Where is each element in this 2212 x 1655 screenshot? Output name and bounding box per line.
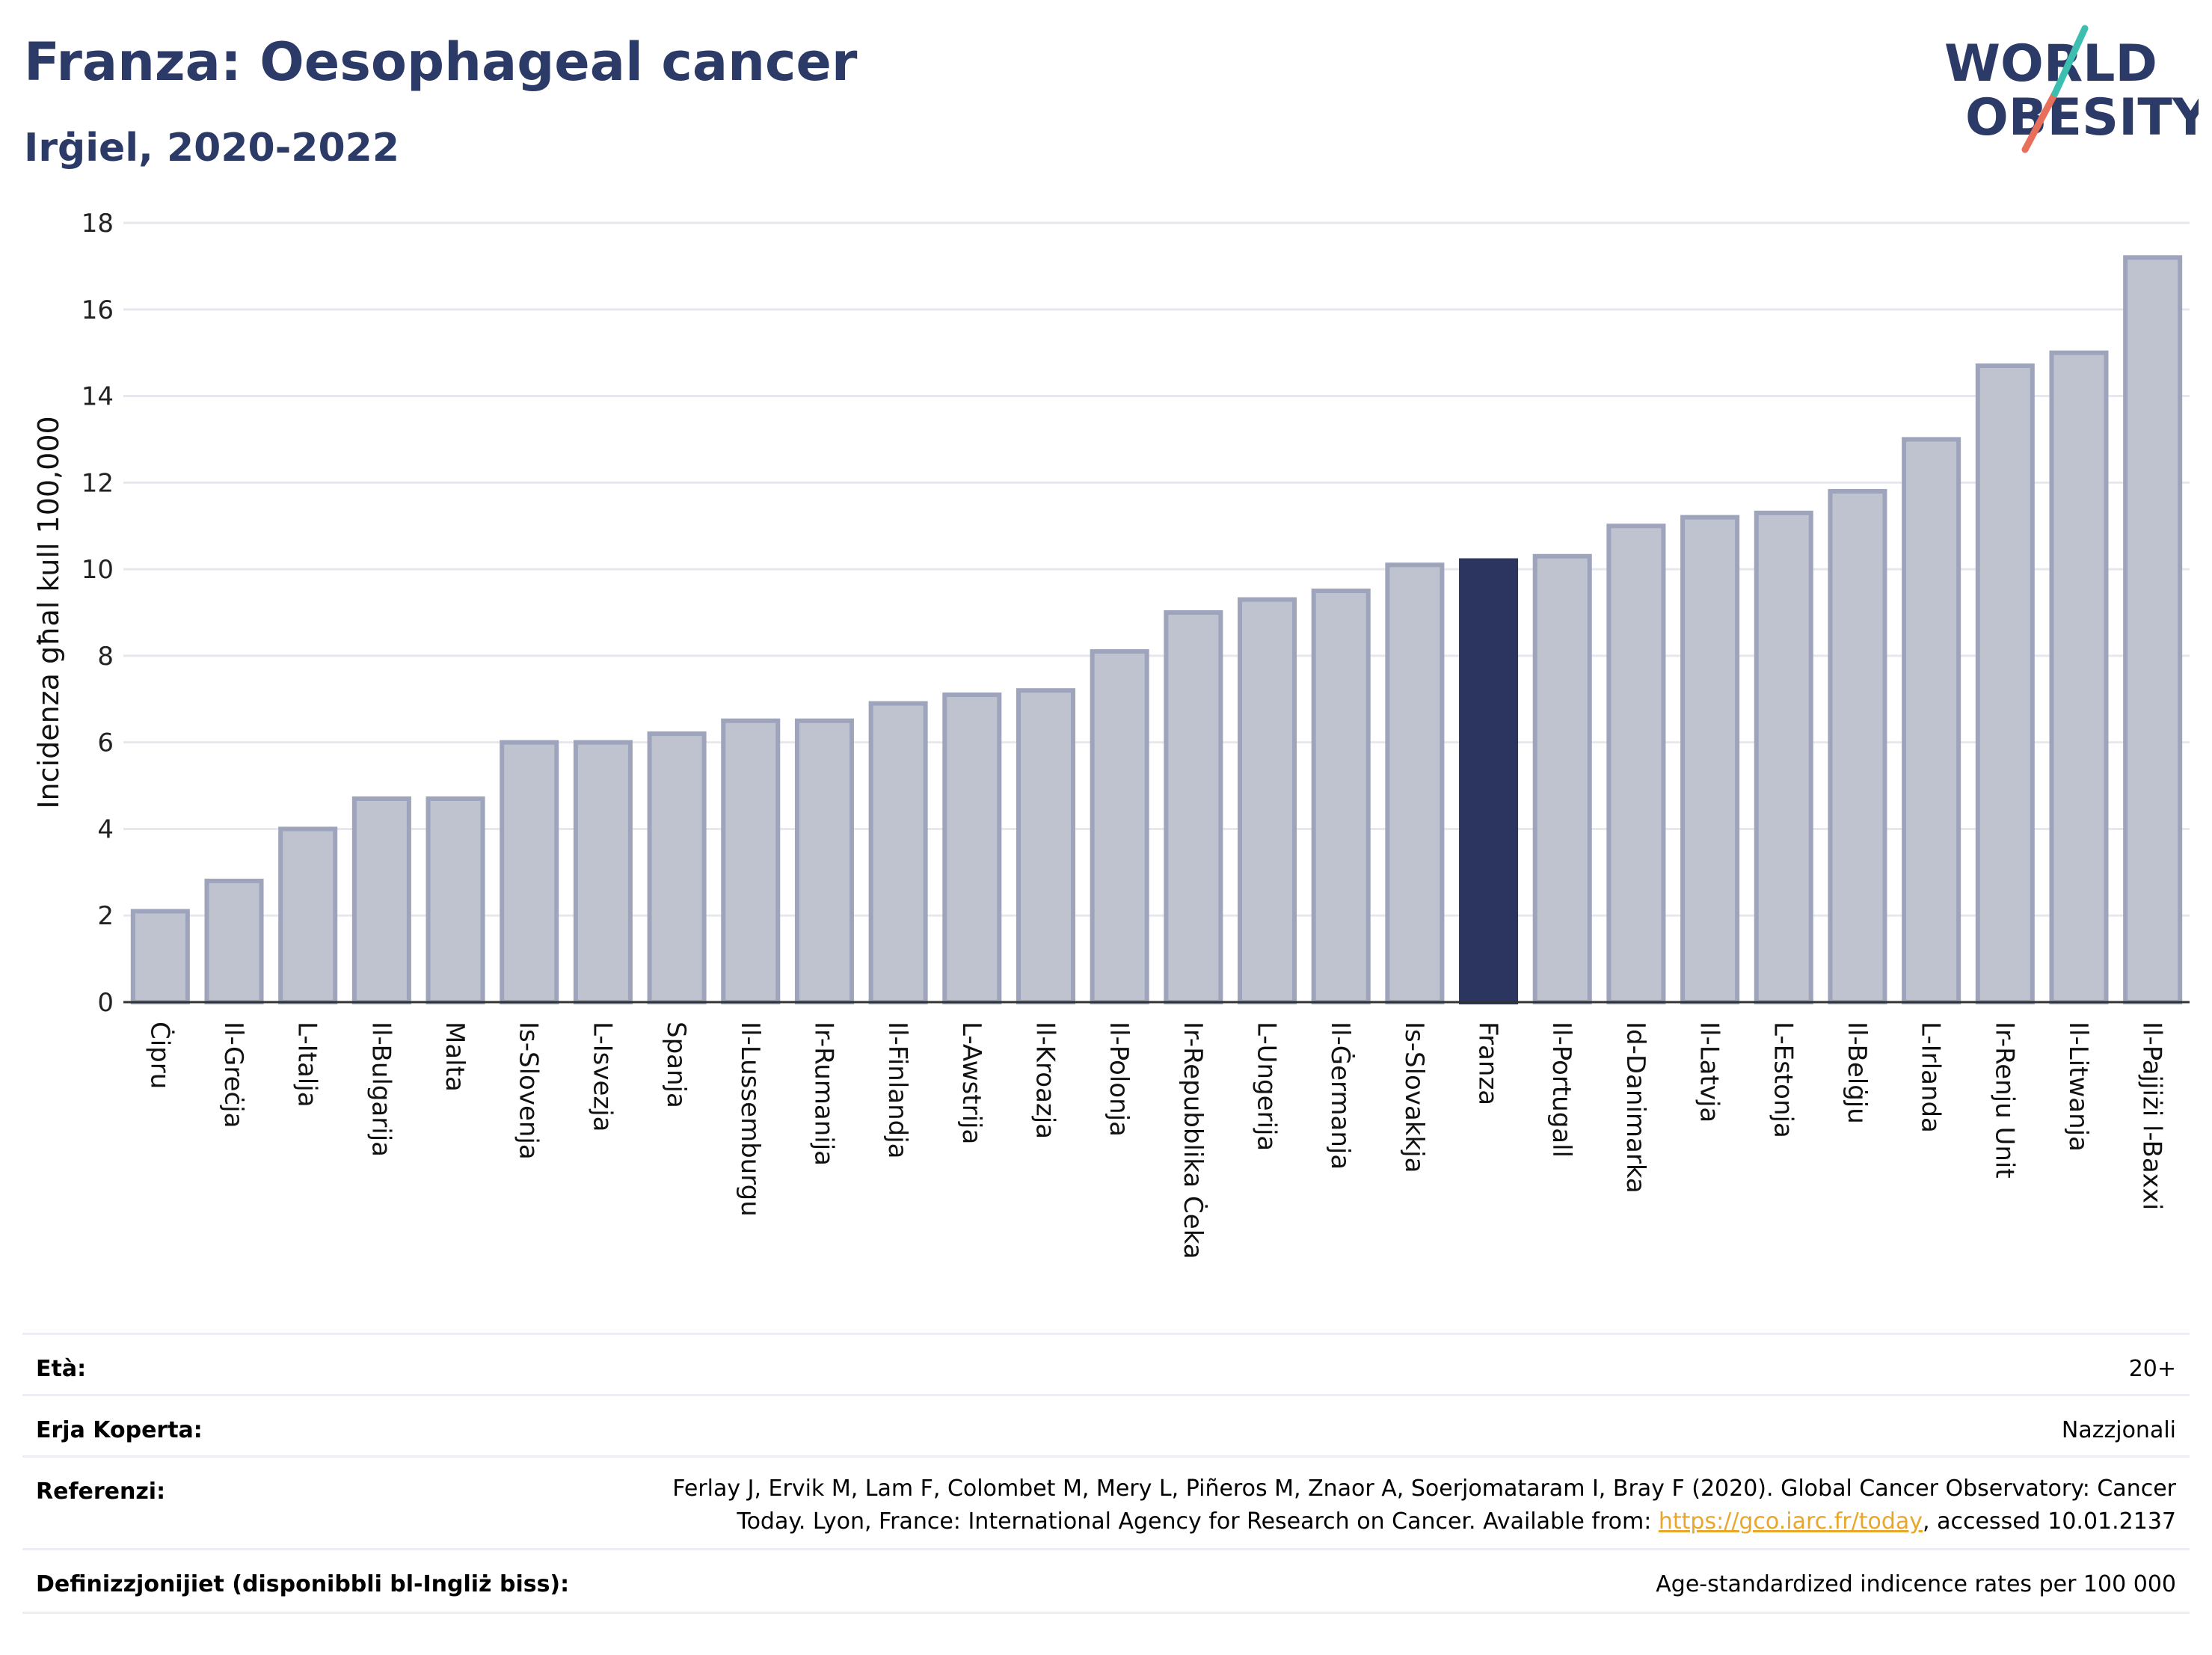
category-label: L-Irlanda — [1916, 1022, 1946, 1133]
bar — [1975, 363, 2035, 1004]
category-label: Franza — [1473, 1022, 1503, 1105]
bar — [1902, 437, 1961, 1004]
category-label: Ir-Rumanija — [808, 1022, 838, 1166]
bar — [1754, 510, 1813, 1004]
bars — [130, 255, 2183, 1005]
category-label: Ir-Repubblika Ċeka — [1178, 1022, 1208, 1259]
y-tick-label: 4 — [97, 814, 114, 844]
bar — [1680, 515, 1740, 1004]
bar — [204, 878, 264, 1005]
bar — [500, 740, 559, 1005]
bar — [721, 718, 781, 1004]
logo-slash-lower — [2021, 90, 2059, 153]
category-label: L-Isvezja — [587, 1022, 617, 1132]
category-label: Is-Slovakkja — [1399, 1022, 1429, 1173]
y-tick-label: 2 — [97, 901, 114, 931]
bar — [1459, 558, 1519, 1004]
category-label: Ċipru — [144, 1022, 175, 1089]
bar — [942, 692, 1002, 1004]
bar — [425, 796, 485, 1005]
category-label: Il-Belġju — [1842, 1022, 1872, 1124]
logo-line1: WORLD — [1944, 34, 2157, 93]
reference-link[interactable]: https://gco.iarc.fr/today — [1658, 1508, 1923, 1535]
y-tick-label: 6 — [97, 728, 114, 758]
definitions-label: Definizzjonijiet (disponibbli bl-Ingliż … — [36, 1571, 570, 1597]
meta-row-area: Erja Koperta: Nazzjonali — [22, 1394, 2190, 1458]
chart-subtitle: Irġiel, 2020-2022 — [24, 126, 400, 171]
category-labels: Ċipru Il-Greċja L-Italja Il-Bulgarija Malta I… — [144, 1022, 2166, 1259]
meta-row-definitions: Definizzjonijiet (disponibbli bl-Ingliż … — [22, 1548, 2190, 1614]
bar — [2123, 255, 2183, 1004]
bar — [1238, 597, 1297, 1004]
age-label: Età: — [36, 1356, 87, 1382]
references-value: Ferlay J, Ervik M, Lam F, Colombet M, Me… — [606, 1473, 2176, 1538]
category-label: Il-Greċja — [218, 1022, 248, 1128]
definitions-value: Age-standardized indicence rates per 100… — [1656, 1571, 2176, 1597]
category-label: Il-Kroazja — [1030, 1022, 1060, 1139]
y-tick-label: 18 — [82, 209, 114, 239]
bar — [2049, 350, 2109, 1004]
bar — [351, 796, 411, 1005]
area-label: Erja Koperta: — [36, 1417, 203, 1443]
y-axis-ticks: 0 2 4 6 8 10 12 14 16 18 — [82, 209, 114, 1018]
bar — [1606, 523, 1666, 1004]
y-tick-label: 14 — [82, 382, 114, 412]
category-label: Il-Lussemburgu — [735, 1022, 765, 1217]
category-label: Il-Litwanja — [2063, 1022, 2093, 1152]
category-label: Ir-Renju Unit — [1989, 1022, 2019, 1179]
world-obesity-logo: WORLD OBESITY — [1944, 25, 2199, 153]
category-label: Il-Polonja — [1104, 1022, 1134, 1137]
bar — [573, 740, 633, 1005]
reference-line2-post: , accessed 10.01.2137 — [1923, 1508, 2176, 1535]
bar — [1164, 610, 1223, 1004]
category-label: Il-Bulgarija — [366, 1022, 396, 1157]
category-label: L-Ungerija — [1252, 1022, 1282, 1151]
category-label: Il-Pajjiżi l-Baxxi — [2137, 1022, 2167, 1210]
bar — [1090, 649, 1149, 1004]
bar — [647, 731, 707, 1004]
category-label: Is-Slovenja — [514, 1022, 544, 1160]
area-value: Nazzjonali — [2061, 1417, 2176, 1443]
category-label: Malta — [440, 1022, 470, 1092]
bar-chart: 0 2 4 6 8 10 12 14 16 18 Ċipru Il-Greċja L-Italja Il… — [32, 209, 2190, 1259]
category-label: Il-Ġermanja — [1325, 1022, 1356, 1170]
y-axis-label: Incidenza għal kull 100,000 — [32, 416, 65, 808]
bar — [868, 701, 928, 1004]
reference-line1: Ferlay J, Ervik M, Lam F, Colombet M, Me… — [672, 1476, 2176, 1502]
category-label: Il-Finlandja — [882, 1022, 912, 1159]
logo-slash-upper — [2051, 25, 2089, 97]
references-label: Referenzi: — [36, 1479, 166, 1505]
age-value: 20+ — [2128, 1356, 2176, 1382]
bar — [1385, 562, 1445, 1004]
category-label: L-Italja — [292, 1022, 322, 1108]
bar — [1828, 488, 1887, 1004]
bar — [130, 909, 190, 1005]
category-label: Il-Latvja — [1695, 1022, 1724, 1123]
category-label: L-Estonja — [1768, 1022, 1798, 1138]
meta-row-references: Referenzi: Ferlay J, Ervik M, Lam F, Col… — [22, 1455, 2190, 1547]
bar — [1016, 688, 1075, 1004]
y-tick-label: 0 — [97, 988, 114, 1018]
y-tick-label: 16 — [82, 295, 114, 325]
bar — [1532, 553, 1592, 1004]
logo-line2: OBESITY — [1965, 88, 2199, 147]
y-tick-label: 12 — [82, 468, 114, 498]
bar — [1311, 589, 1371, 1004]
category-label: Id-Danimarka — [1620, 1022, 1650, 1194]
category-label: Spanja — [661, 1022, 691, 1108]
chart-title: Franza: Oesophageal cancer — [24, 31, 858, 93]
reference-line2-pre: Today. Lyon, France: International Agenc… — [737, 1508, 1659, 1535]
meta-row-age: Età: 20+ — [22, 1333, 2190, 1396]
y-tick-label: 10 — [82, 555, 114, 585]
category-label: L-Awstrija — [956, 1022, 986, 1144]
category-label: Il-Portugall — [1546, 1022, 1576, 1158]
bar — [278, 826, 338, 1005]
bar — [794, 718, 854, 1004]
y-tick-label: 8 — [97, 642, 114, 672]
